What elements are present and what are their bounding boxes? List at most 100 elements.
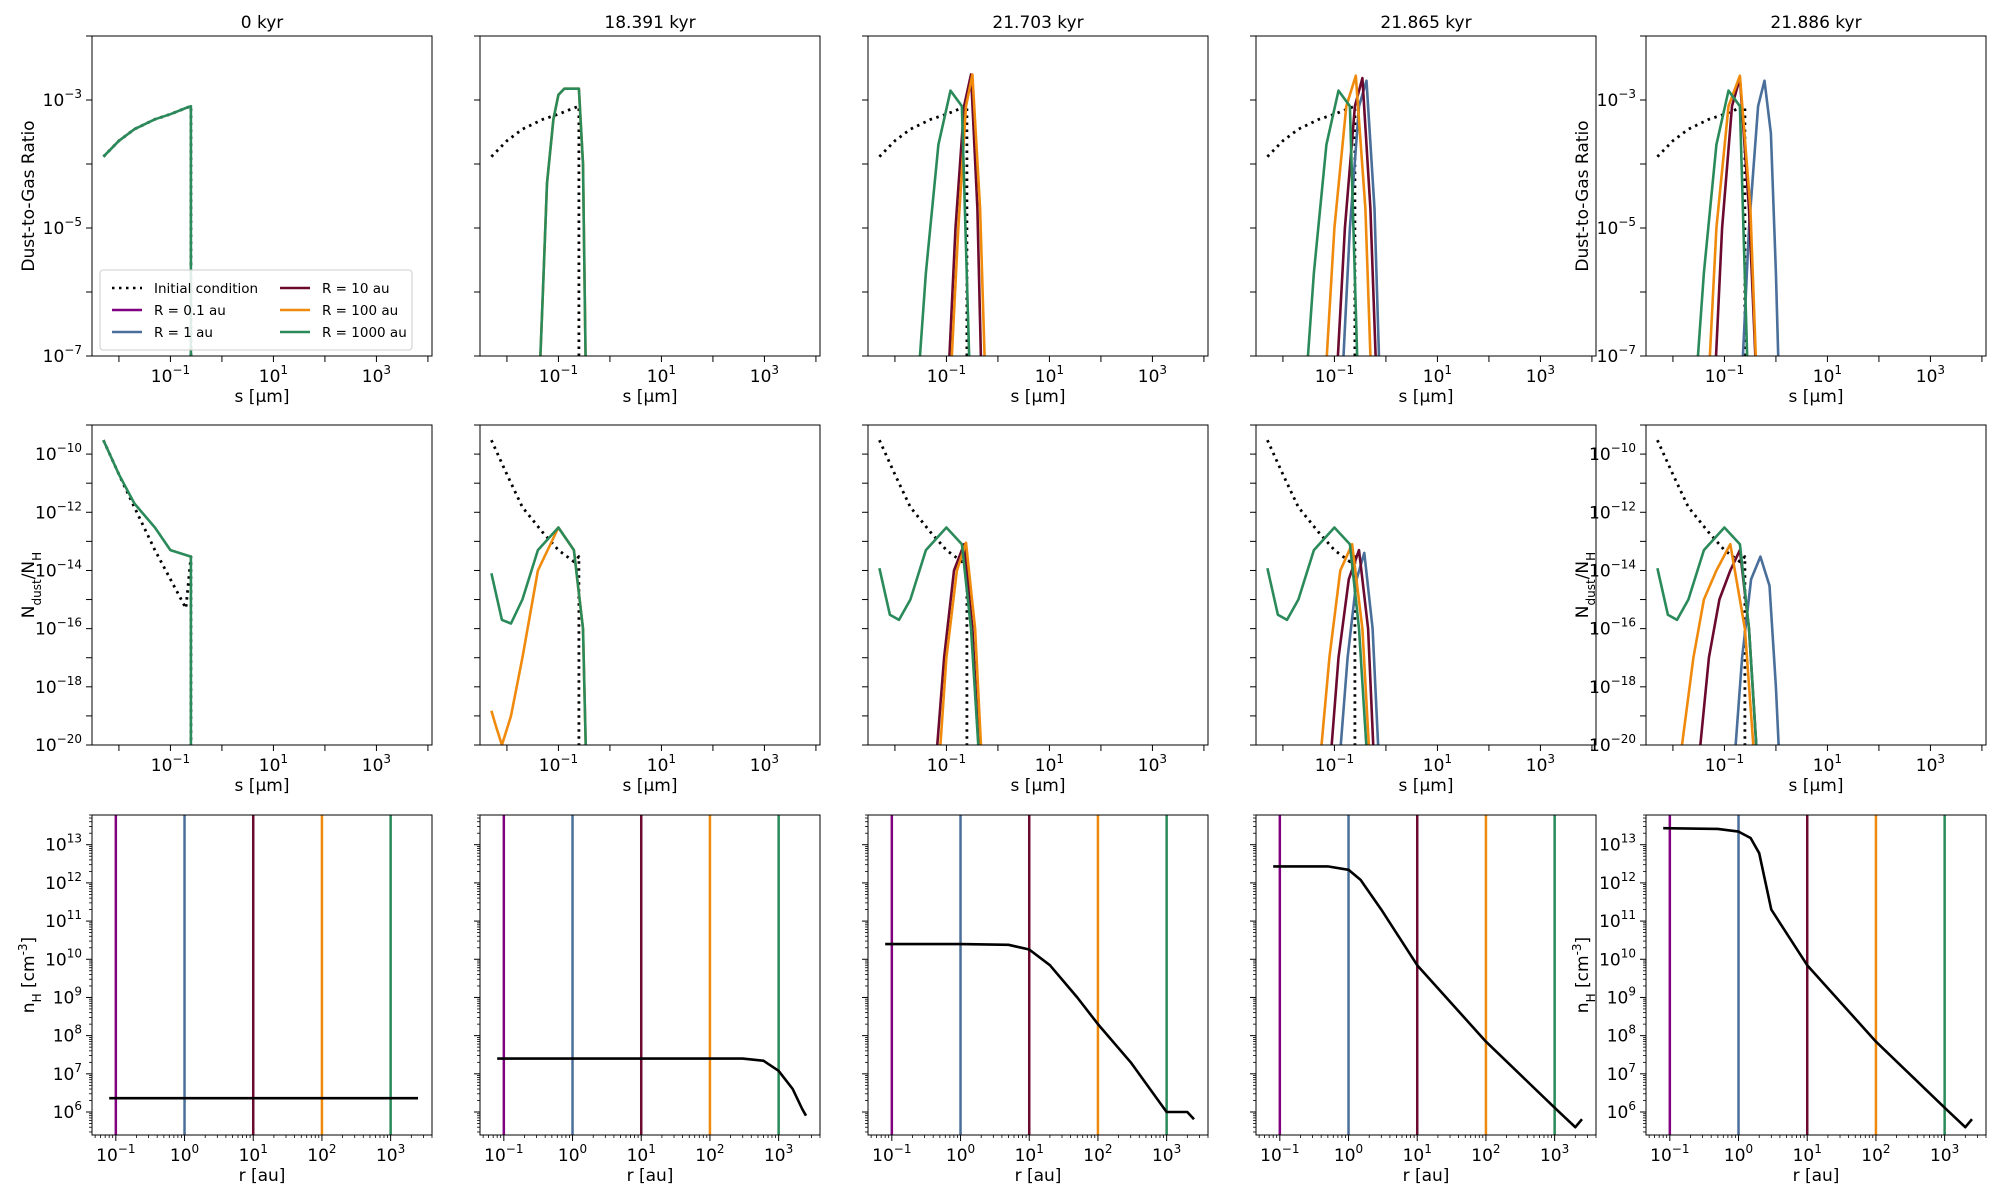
x-tick-label: 10−1 — [1705, 363, 1744, 387]
legend-box — [99, 269, 413, 351]
plot-area — [885, 815, 1195, 1135]
panel-0-0: 10−7 10−5 10−3 10−1 101 103 0 kyr s [μm] Dust-to… — [19, 13, 433, 407]
legend-label: R = 0.1 au — [154, 303, 226, 319]
y-axis-label: Dust-to-Gas Ratio — [19, 120, 39, 271]
panel-2-2: 10−1 100 101 102 103 r [au] — [862, 814, 1209, 1186]
x-tick-label: 10−1 — [151, 752, 190, 776]
x-tick-label: 10−1 — [1315, 752, 1354, 776]
y-tick-label: 10−10 — [35, 441, 82, 465]
series-r-1000-au — [1696, 89, 1749, 356]
x-tick-label: 101 — [239, 1142, 268, 1166]
series-r-10-au — [1699, 548, 1758, 745]
y-axis-label: nH [cm-3] — [16, 937, 44, 1013]
x-tick-label: 10−1 — [927, 363, 966, 387]
x-axis-label: s [μm] — [235, 387, 290, 407]
x-tick-label: 103 — [750, 752, 779, 776]
x-axis-label: s [μm] — [1789, 776, 1844, 796]
x-tick-label: 103 — [1916, 363, 1945, 387]
x-axis-label: r [au] — [627, 1166, 674, 1186]
panel-2-3: 10−1 100 101 102 103 r [au] — [1250, 814, 1597, 1186]
y-tick-label: 1012 — [1599, 870, 1636, 894]
x-tick-label: 101 — [647, 363, 676, 387]
y-axis-label: Ndust/NH — [19, 552, 44, 618]
panel-1-0: 10−20 10−18 10−16 10−14 10−12 10−10 10−1 101 103… — [19, 424, 433, 796]
series-r-1-au — [1734, 555, 1780, 745]
series-initial-condition — [1266, 104, 1357, 356]
series-r-100-au — [1320, 542, 1371, 745]
x-axis-label: s [μm] — [623, 776, 678, 796]
x-tick-label: 103 — [1138, 363, 1167, 387]
x-tick-label: 100 — [946, 1142, 975, 1166]
x-tick-label: 10−1 — [539, 752, 578, 776]
x-tick-label: 10−1 — [151, 363, 190, 387]
x-tick-label: 102 — [1861, 1142, 1890, 1166]
y-tick-label: 107 — [53, 1061, 82, 1085]
series-initial-condition — [490, 439, 581, 745]
panel-title: 21.886 kyr — [1770, 13, 1861, 33]
series-r-10-au — [948, 73, 983, 356]
x-tick-label: 103 — [1916, 752, 1945, 776]
panel-0-4: 10−7 10−5 10−3 10−1 101 103 21.886 kyr s [μm] Du… — [1573, 13, 1987, 407]
series-density — [497, 1057, 808, 1117]
x-axis-label: s [μm] — [1011, 776, 1066, 796]
x-tick-label: 10−1 — [1315, 363, 1354, 387]
panel-title: 18.391 kyr — [604, 13, 695, 33]
y-tick-label: 10−16 — [1589, 616, 1636, 640]
x-axis-label: s [μm] — [1789, 387, 1844, 407]
series-r-100-au — [490, 526, 588, 745]
x-tick-label: 101 — [1035, 363, 1064, 387]
x-axis-label: r [au] — [1403, 1166, 1450, 1186]
x-tick-label: 102 — [695, 1142, 724, 1166]
axes-frame — [479, 35, 821, 357]
x-tick-label: 10−1 — [1650, 1142, 1689, 1166]
y-tick-label: 1011 — [45, 908, 82, 932]
y-tick-label: 10−3 — [1597, 87, 1636, 111]
panel-0-3: 10−1 101 103 21.865 kyr s [μm] — [1250, 13, 1597, 407]
x-tick-label: 10−1 — [96, 1142, 135, 1166]
series-initial-condition — [490, 104, 581, 356]
panel-2-4: 106 107 108 109 1010 1011 1012 1013 10−1 100 101 10… — [1570, 814, 1987, 1186]
series-r-100-au — [939, 541, 983, 745]
x-tick-label: 10−1 — [1260, 1142, 1299, 1166]
series-r-1000-au — [539, 87, 587, 356]
x-axis-label: s [μm] — [623, 387, 678, 407]
series-density — [1663, 826, 1973, 1129]
series-r-1000-au — [918, 89, 971, 356]
y-tick-label: 10−16 — [35, 616, 82, 640]
x-tick-label: 101 — [1813, 363, 1842, 387]
y-tick-label: 106 — [53, 1099, 82, 1123]
plot-area — [102, 439, 193, 745]
panel-title: 21.703 kyr — [992, 13, 1083, 33]
x-tick-label: 101 — [259, 752, 288, 776]
y-tick-label: 10−7 — [1597, 343, 1636, 367]
x-axis-label: r [au] — [239, 1166, 286, 1186]
x-tick-label: 103 — [764, 1142, 793, 1166]
x-tick-label: 103 — [1540, 1142, 1569, 1166]
plot-area — [1656, 439, 1780, 745]
legend-label: R = 100 au — [322, 303, 398, 319]
x-axis-label: s [μm] — [1399, 387, 1454, 407]
series-r-1000-au — [1306, 89, 1359, 356]
series-r-1000-au — [1266, 526, 1368, 745]
axes-frame — [867, 424, 1209, 746]
panel-1-4: 10−20 10−18 10−16 10−14 10−12 10−10 10−1 101 103… — [1573, 424, 1987, 796]
plot-area — [490, 439, 588, 745]
x-tick-label: 100 — [170, 1142, 199, 1166]
y-tick-label: 10−18 — [1589, 674, 1636, 698]
x-tick-label: 103 — [1526, 752, 1555, 776]
axes-frame — [479, 424, 821, 746]
axes-frame — [867, 35, 1209, 357]
y-tick-label: 1013 — [1599, 832, 1636, 856]
legend: Initial condition R = 0.1 au R = 1 au R = 1… — [99, 269, 413, 351]
axes-frame — [91, 35, 433, 357]
series-r-100-au — [1708, 74, 1758, 356]
x-tick-label: 103 — [1152, 1142, 1181, 1166]
x-tick-label: 10−1 — [927, 752, 966, 776]
axes-frame — [1255, 35, 1597, 357]
series-initial-condition — [102, 439, 193, 745]
panel-title: 0 kyr — [241, 13, 284, 33]
y-tick-label: 10−12 — [1589, 499, 1636, 523]
plot-area — [878, 439, 983, 745]
y-tick-label: 1010 — [1599, 946, 1636, 970]
x-tick-label: 103 — [362, 752, 391, 776]
